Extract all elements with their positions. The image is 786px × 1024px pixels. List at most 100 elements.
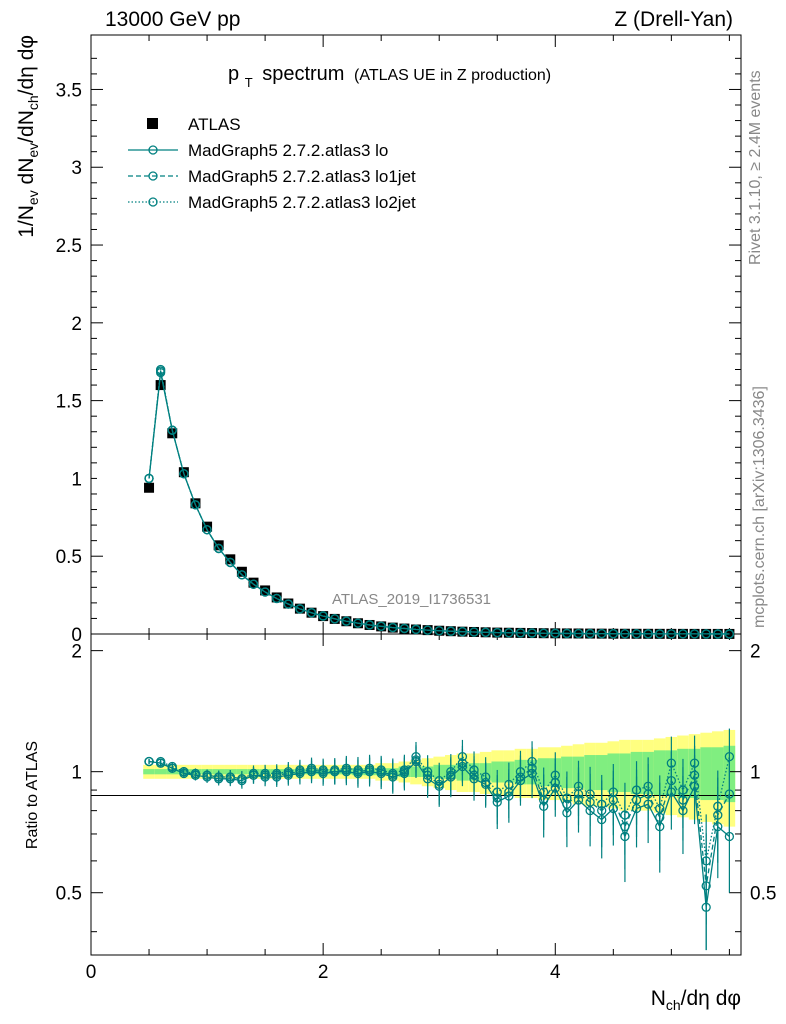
atlas-data-point	[213, 540, 224, 551]
band-inner-48	[700, 747, 712, 801]
mc-point-dotted	[399, 623, 410, 634]
mc-point-dotted	[411, 624, 421, 634]
mc-point-dotted	[608, 629, 618, 639]
legend-marker-lo2jet	[148, 197, 158, 207]
band-inner-41	[619, 753, 631, 793]
legend-label-lo1jet: MadGraph5 2.7.2.atlas3 lo1jet	[188, 167, 416, 186]
mc-point-dotted	[260, 587, 270, 597]
ratio-point-dotted	[353, 765, 363, 775]
mc-point-dotted	[678, 629, 688, 639]
title-sub: T	[245, 75, 253, 90]
mc-point-dotted	[155, 364, 166, 375]
ratio-point-dotted	[167, 761, 177, 772]
ratio-point-dotted	[446, 767, 456, 777]
legend-label-lo: MadGraph5 2.7.2.atlas3 lo	[188, 141, 388, 160]
main-ytick-label: 3.5	[56, 80, 82, 101]
mc-point-dotted	[469, 627, 479, 637]
xtick-label: 0	[86, 962, 97, 983]
legend-marker-atlas	[147, 118, 158, 129]
mc-point-dotted	[585, 628, 595, 639]
ratio-series-group	[144, 728, 735, 951]
mc-point-dotted	[202, 525, 212, 535]
legend-label-lo2jet: MadGraph5 2.7.2.atlas3 lo2jet	[188, 193, 416, 212]
mc-point-dotted	[457, 627, 468, 637]
mc-point-dotted	[225, 557, 235, 568]
mc-point-dotted	[446, 626, 456, 636]
ratio-point-dotted	[411, 751, 421, 762]
mc-point-dotted	[597, 628, 607, 639]
mc-point-dotted	[179, 469, 189, 479]
mc-point-dotted	[364, 620, 375, 630]
ratio-point-dotted	[480, 772, 491, 782]
atlas-data-point	[144, 482, 155, 493]
ratio-point-dotted	[620, 810, 630, 820]
main-ytick-label: 0	[71, 625, 82, 646]
ratio-point-dotted	[260, 768, 270, 779]
mc-point-dotted	[504, 628, 514, 638]
mc-point-dotted	[573, 628, 584, 639]
band-inner-44	[653, 750, 666, 796]
legend-marker-lo1jet	[148, 171, 158, 181]
main-ytick-label: 3	[71, 158, 82, 179]
ratio-point-dotted	[724, 751, 735, 762]
ratio-point-dotted	[330, 765, 340, 775]
mc-point-dotted	[388, 622, 398, 633]
mc-point-dotted	[422, 625, 433, 635]
ratio-point-dotted	[388, 768, 398, 779]
mc-point-dotted	[330, 614, 340, 624]
ratio-point-dotted	[469, 765, 479, 775]
main-ytick-label: 2.5	[56, 236, 82, 257]
xlabel-main: N	[651, 987, 666, 1010]
ratio-point-dotted	[214, 772, 224, 782]
ratio-ylabel: Ratio to ATLAS	[24, 741, 41, 849]
ratio-point-dashed	[724, 789, 735, 799]
ratio-point-dotted	[585, 789, 595, 799]
mc-point-dotted	[701, 629, 711, 639]
ratio-point-dotted	[689, 758, 700, 768]
ratio-point-dotted	[155, 756, 166, 767]
legend-marker-lo	[148, 145, 158, 155]
mcplots-label: mcplots.cern.ch [arXiv:1306.3436]	[751, 386, 768, 628]
legend: ATLAS MadGraph5 2.7.2.atlas3 lo MadGraph…	[128, 115, 416, 212]
mc-point-dotted	[655, 629, 665, 639]
ratio-point-dotted	[527, 756, 537, 767]
ratio-point-dotted	[318, 765, 328, 775]
ratio-ytick-label-right: 2	[750, 642, 761, 663]
mc-point-dotted	[550, 628, 560, 638]
ratio-point-dotted	[202, 770, 212, 780]
main-ytick-label: 0.5	[56, 547, 82, 568]
ratio-point-dotted	[573, 781, 584, 791]
mc-point-dotted	[190, 500, 201, 510]
mc-point-dotted	[272, 593, 282, 604]
ratio-point-dotted	[306, 763, 317, 773]
mc-point-dotted	[492, 627, 502, 638]
ratio-point-dotted	[272, 768, 282, 779]
mc-point-dotted	[434, 626, 444, 636]
axis-ticks: 0 2 400.511.522.533.50.5 0.51 12 2	[56, 35, 776, 983]
band-inner-39	[595, 755, 608, 791]
atlas-data-point	[155, 380, 166, 391]
ratio-point-dotted	[225, 772, 235, 782]
xlabel-sub: ch	[666, 997, 681, 1013]
ratio-point-dotted	[539, 787, 549, 797]
mc-point-dotted	[248, 579, 259, 589]
ratio-ytick-label-right: 1	[750, 763, 761, 784]
ratio-ytick-label: 1	[71, 763, 82, 784]
xtick-label: 2	[318, 962, 329, 983]
ratio-point-dotted	[504, 779, 514, 790]
ratio-point-dotted	[190, 768, 201, 779]
mc-point-dotted	[539, 628, 549, 638]
mc-point-dotted	[318, 611, 328, 621]
mc-point-dotted	[643, 629, 653, 639]
mc-point-dotted	[527, 628, 537, 638]
legend-label-atlas: ATLAS	[188, 115, 241, 134]
ratio-point-dotted	[248, 768, 259, 779]
ratio-point-dotted	[492, 787, 502, 797]
mc-point-dotted	[353, 618, 363, 628]
mc-point-dotted	[376, 621, 386, 631]
mc-point-dotted	[689, 629, 700, 639]
atlas-data-point	[167, 428, 178, 439]
ratio-point-dotted	[713, 801, 723, 811]
main-ytick-label: 1	[71, 469, 82, 490]
